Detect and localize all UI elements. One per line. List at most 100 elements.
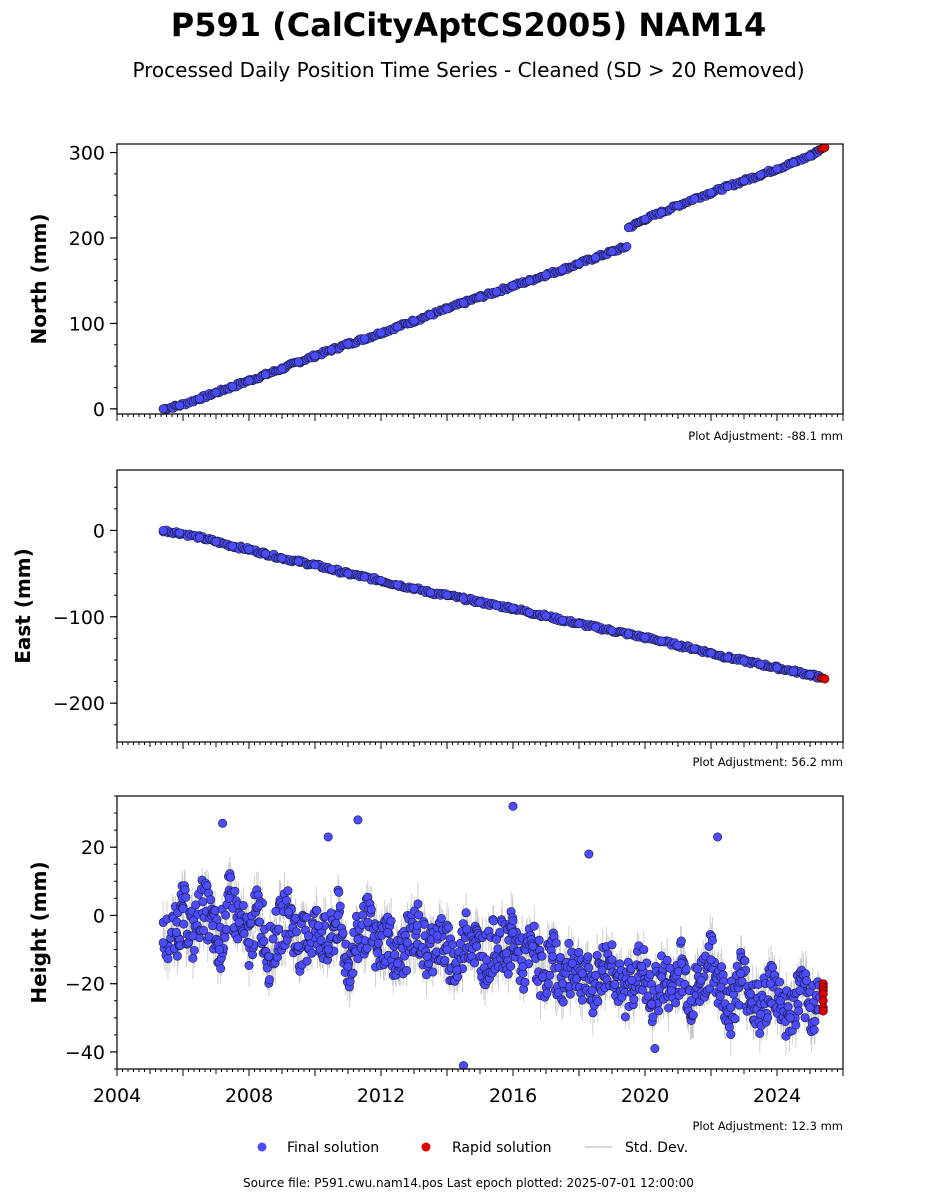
final-point <box>180 885 190 895</box>
final-point <box>607 626 617 636</box>
final-point <box>593 997 603 1007</box>
final-point <box>335 901 345 911</box>
final-point <box>228 382 238 392</box>
final-point <box>772 663 782 673</box>
final-point <box>414 910 424 920</box>
chart-title: P591 (CalCityAptCS2005) NAM14 <box>170 6 767 44</box>
final-point <box>412 921 422 931</box>
final-point <box>409 583 419 593</box>
final-point <box>800 1013 810 1023</box>
final-point <box>755 1009 765 1019</box>
final-point <box>284 907 294 917</box>
final-point <box>553 987 563 997</box>
final-point <box>373 948 383 958</box>
final-point <box>175 400 185 410</box>
y-tick-label: 200 <box>69 228 105 250</box>
final-point <box>334 887 344 897</box>
final-point <box>312 905 322 915</box>
final-point <box>584 963 594 973</box>
final-point <box>442 304 452 314</box>
final-point <box>303 931 313 941</box>
final-point <box>768 962 778 972</box>
final-point <box>541 270 551 280</box>
final-point <box>459 1061 468 1069</box>
final-point <box>198 897 208 907</box>
x-tick-label: 2008 <box>225 1085 273 1107</box>
y-tick-label: −100 <box>53 607 105 629</box>
final-point <box>637 962 647 972</box>
final-point <box>158 938 168 948</box>
final-point <box>244 544 254 554</box>
final-point <box>458 298 468 308</box>
y-tick-label: 20 <box>81 837 105 859</box>
final-point <box>676 958 686 968</box>
final-point <box>617 992 627 1002</box>
final-point <box>558 997 568 1007</box>
final-point <box>577 968 587 978</box>
final-point <box>542 988 552 998</box>
final-point <box>442 590 452 600</box>
final-point <box>794 1006 804 1016</box>
final-point <box>755 659 765 669</box>
final-point <box>343 339 353 349</box>
final-point <box>239 929 249 939</box>
final-point <box>809 1025 819 1035</box>
final-point <box>363 917 373 927</box>
final-point <box>244 938 254 948</box>
x-tick-label: 2004 <box>93 1085 141 1107</box>
final-point <box>293 557 303 567</box>
rapid-point <box>818 1006 828 1016</box>
final-point <box>607 955 617 965</box>
final-point <box>551 938 561 948</box>
final-point <box>402 965 412 975</box>
final-point <box>524 607 534 617</box>
final-point <box>260 549 270 559</box>
y-tick-label: 0 <box>93 520 105 542</box>
final-point <box>216 963 226 973</box>
final-point <box>681 964 691 974</box>
final-point <box>607 940 617 950</box>
final-point <box>676 936 686 946</box>
final-point <box>390 950 400 960</box>
final-point <box>713 832 723 842</box>
final-point <box>740 956 750 966</box>
final-point <box>376 328 386 338</box>
final-point <box>323 945 333 955</box>
final-point <box>610 979 620 989</box>
final-point <box>493 944 503 954</box>
final-point <box>791 1020 801 1030</box>
final-point <box>673 201 683 211</box>
final-point <box>373 938 383 948</box>
final-point <box>597 965 607 975</box>
final-point <box>491 934 501 944</box>
final-point <box>574 259 584 269</box>
final-point <box>172 951 182 961</box>
final-point <box>302 956 312 966</box>
final-point <box>534 935 544 945</box>
final-point <box>686 996 696 1006</box>
final-point <box>208 921 218 931</box>
final-point <box>565 989 575 999</box>
final-point <box>706 188 716 198</box>
final-point <box>647 999 657 1009</box>
final-point <box>214 945 224 955</box>
final-point <box>158 525 168 535</box>
final-point <box>293 941 303 951</box>
final-point <box>323 832 333 842</box>
final-point <box>283 886 293 896</box>
final-point <box>428 967 438 977</box>
final-point <box>265 975 275 985</box>
final-point <box>805 151 815 161</box>
y-tick-label: −40 <box>65 1042 105 1064</box>
final-point <box>706 955 716 965</box>
final-point <box>333 910 343 920</box>
final-point <box>557 615 567 625</box>
final-point <box>326 564 336 574</box>
final-point <box>508 801 518 811</box>
y-tick-label: 300 <box>69 143 105 165</box>
final-point <box>422 951 432 961</box>
final-point <box>666 986 676 996</box>
final-point <box>452 965 462 975</box>
final-point <box>772 164 782 174</box>
plot-adjustment: Plot Adjustment: -88.1 mm <box>688 429 843 443</box>
